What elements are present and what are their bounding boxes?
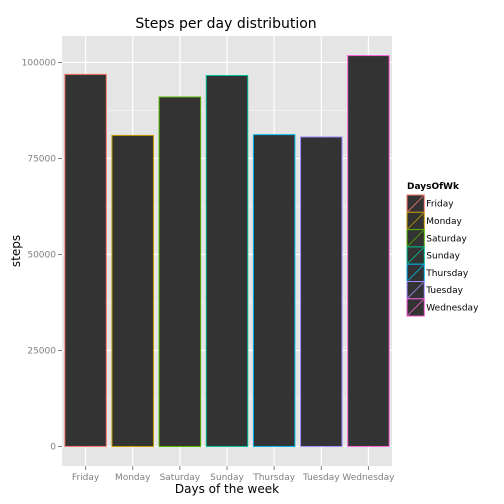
legend-key-slash	[407, 282, 424, 299]
legend: DaysOfWk Friday Monday Saturday Sunday Thurs…	[406, 182, 479, 317]
x-tick-label: Monday	[115, 473, 151, 483]
bars	[64, 55, 390, 447]
x-tick-label: Sunday	[210, 473, 244, 483]
x-tick-label: Tuesday	[302, 473, 340, 483]
legend-entry-saturday: Saturday	[406, 229, 468, 248]
y-axis-ticks: 0 25000 50000 75000 100000	[22, 58, 62, 452]
bar-wednesday	[347, 55, 390, 447]
legend-entry-sunday: Sunday	[406, 246, 461, 265]
legend-entries: Friday Monday Saturday Sunday Thursday Tuesda…	[406, 194, 479, 317]
legend-entry-thursday: Thursday	[406, 263, 469, 283]
legend-label: Monday	[426, 217, 462, 227]
legend-key-slash	[407, 299, 424, 316]
y-tick-label: 25000	[27, 346, 56, 356]
legend-title: DaysOfWk	[407, 182, 460, 192]
y-tick-label: 100000	[22, 58, 57, 68]
legend-label: Friday	[426, 200, 454, 210]
bar-friday	[64, 73, 107, 447]
x-tick-label: Friday	[72, 473, 100, 483]
legend-label: Wednesday	[426, 303, 479, 313]
legend-entry-friday: Friday	[406, 194, 454, 213]
legend-label: Sunday	[426, 252, 460, 262]
bar-thursday	[252, 134, 296, 447]
legend-key-slash	[407, 213, 424, 229]
bar-monday	[111, 134, 154, 447]
legend-entry-tuesday: Tuesday	[406, 281, 464, 300]
x-tick-label: Saturday	[160, 473, 201, 483]
x-tick-label: Wednesday	[342, 473, 395, 483]
legend-key-slash	[407, 230, 424, 247]
bar-saturday	[158, 96, 202, 447]
chart-title: Steps per day distribution	[135, 16, 316, 32]
y-axis-title: steps	[9, 235, 23, 267]
legend-key-slash	[407, 195, 424, 212]
legend-entry-wednesday: Wednesday	[406, 298, 479, 317]
x-axis-ticks: Friday Monday Saturday Sunday Thursday Tuesda…	[72, 466, 395, 483]
y-tick-label: 50000	[27, 250, 56, 260]
legend-label: Tuesday	[425, 286, 463, 296]
legend-label: Thursday	[425, 269, 469, 279]
y-tick-label: 75000	[27, 154, 56, 164]
legend-key-slash	[407, 264, 424, 281]
legend-entry-monday: Monday	[406, 211, 463, 231]
bar-tuesday	[300, 136, 343, 447]
legend-key-slash	[407, 247, 424, 264]
x-tick-label: Thursday	[252, 473, 296, 483]
y-tick-label: 0	[50, 442, 56, 452]
x-axis-title: Days of the week	[175, 482, 279, 496]
legend-label: Saturday	[426, 234, 467, 244]
bar-sunday	[205, 75, 249, 447]
